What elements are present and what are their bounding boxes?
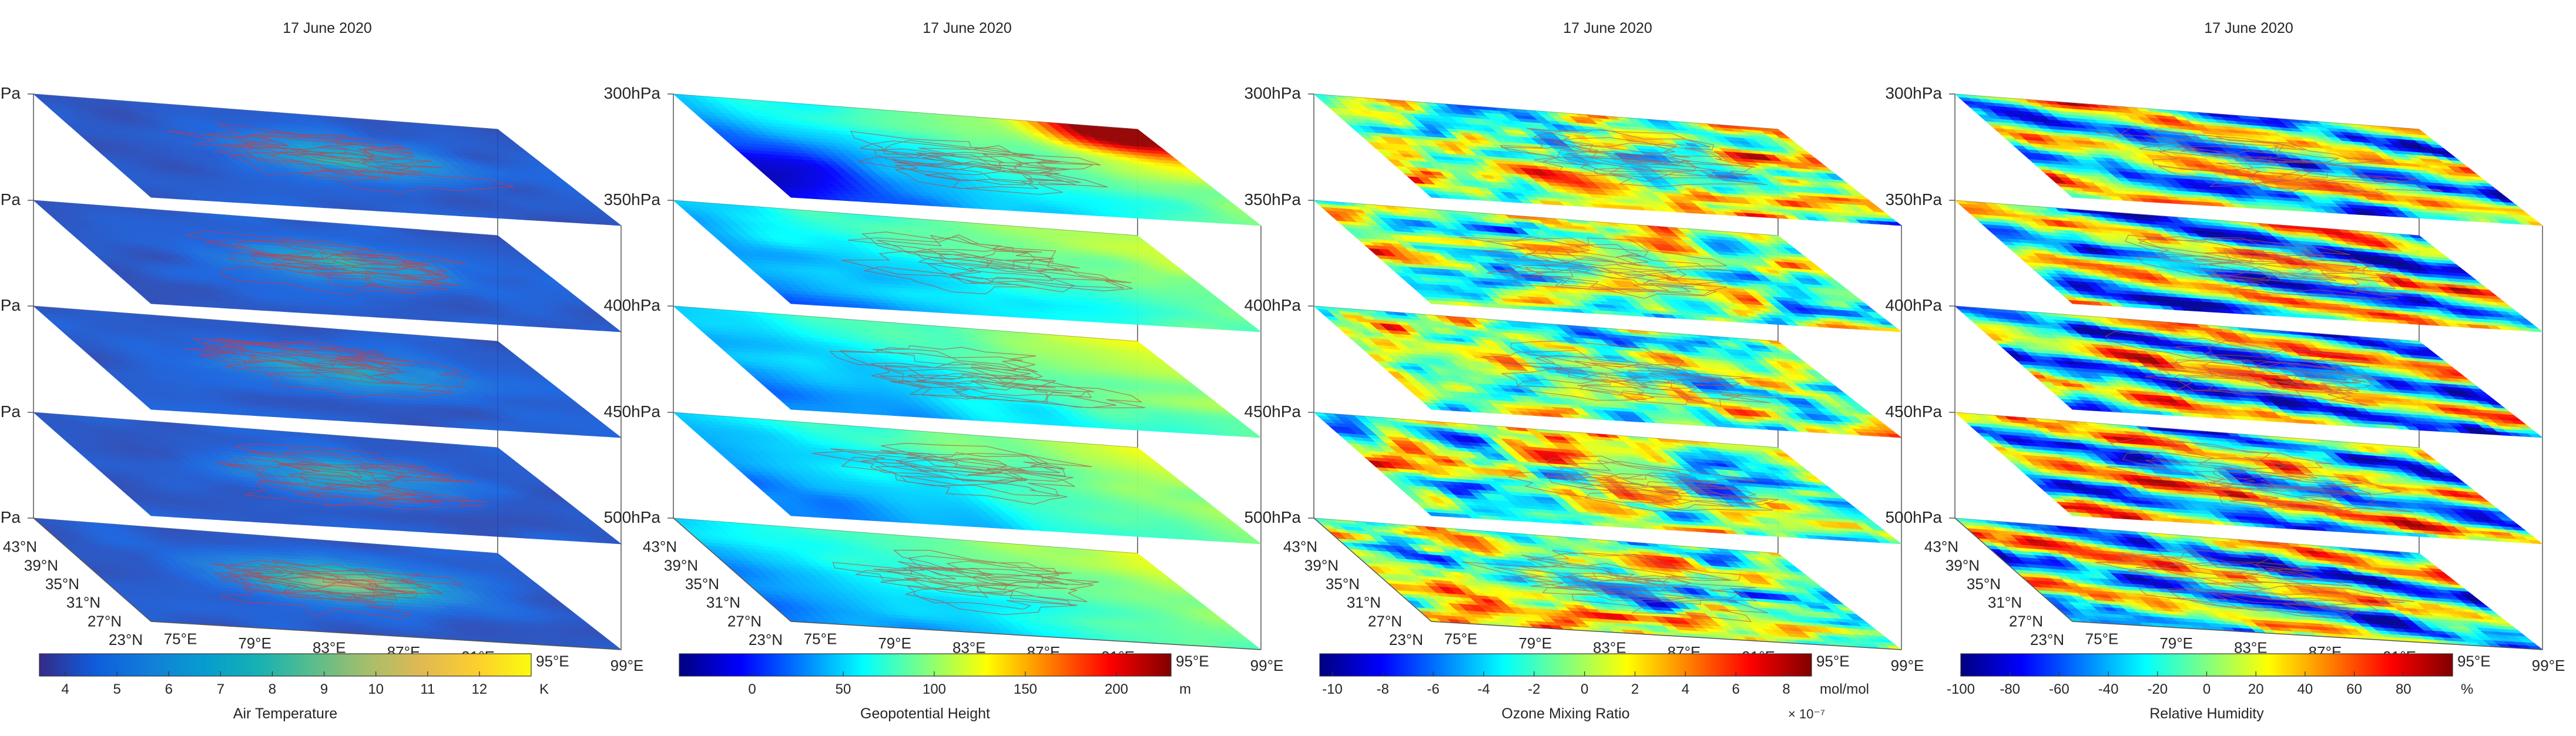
panel-1: 17 June 2020500hPa450hPa400hPa350hPa300h… xyxy=(0,20,643,722)
level-label: 450hPa xyxy=(0,402,21,421)
panel-title: 17 June 2020 xyxy=(283,20,372,36)
level-label: 500hPa xyxy=(0,508,21,526)
level-label: 400hPa xyxy=(0,296,21,314)
